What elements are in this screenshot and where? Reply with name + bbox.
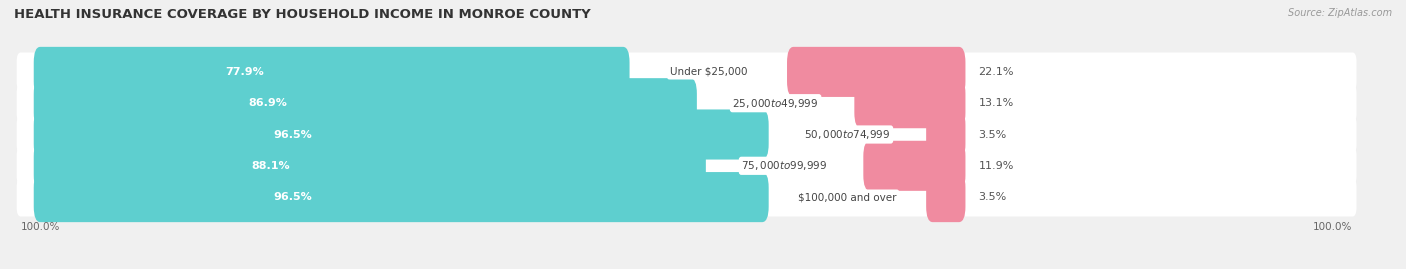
FancyBboxPatch shape	[787, 47, 966, 97]
Text: 100.0%: 100.0%	[21, 222, 60, 232]
FancyBboxPatch shape	[863, 141, 966, 191]
Text: HEALTH INSURANCE COVERAGE BY HOUSEHOLD INCOME IN MONROE COUNTY: HEALTH INSURANCE COVERAGE BY HOUSEHOLD I…	[14, 8, 591, 21]
Text: 88.1%: 88.1%	[252, 161, 290, 171]
Text: 3.5%: 3.5%	[979, 192, 1007, 202]
Text: 96.5%: 96.5%	[274, 129, 312, 140]
Text: Under $25,000: Under $25,000	[669, 67, 747, 77]
Text: 86.9%: 86.9%	[249, 98, 287, 108]
FancyBboxPatch shape	[34, 141, 706, 191]
Text: Source: ZipAtlas.com: Source: ZipAtlas.com	[1288, 8, 1392, 18]
Text: $50,000 to $74,999: $50,000 to $74,999	[804, 128, 890, 141]
FancyBboxPatch shape	[34, 47, 630, 97]
FancyBboxPatch shape	[17, 178, 1357, 217]
Text: 3.5%: 3.5%	[979, 129, 1007, 140]
Text: $100,000 and over: $100,000 and over	[799, 192, 897, 202]
FancyBboxPatch shape	[17, 84, 1357, 123]
FancyBboxPatch shape	[34, 172, 769, 222]
FancyBboxPatch shape	[17, 115, 1357, 154]
FancyBboxPatch shape	[17, 146, 1357, 185]
FancyBboxPatch shape	[855, 78, 966, 128]
FancyBboxPatch shape	[17, 52, 1357, 91]
Text: $75,000 to $99,999: $75,000 to $99,999	[741, 159, 828, 172]
FancyBboxPatch shape	[927, 109, 966, 160]
Text: $25,000 to $49,999: $25,000 to $49,999	[733, 97, 818, 110]
Text: 96.5%: 96.5%	[274, 192, 312, 202]
Text: 13.1%: 13.1%	[979, 98, 1014, 108]
Text: 11.9%: 11.9%	[979, 161, 1014, 171]
Text: 22.1%: 22.1%	[979, 67, 1014, 77]
FancyBboxPatch shape	[927, 172, 966, 222]
Text: 100.0%: 100.0%	[1313, 222, 1353, 232]
FancyBboxPatch shape	[34, 109, 769, 160]
FancyBboxPatch shape	[34, 78, 697, 128]
Text: 77.9%: 77.9%	[225, 67, 263, 77]
